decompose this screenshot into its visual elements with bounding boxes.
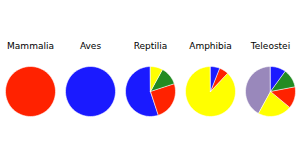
svg-text:Reptilia: Reptilia: [134, 41, 168, 51]
svg-text:Aves: Aves: [80, 41, 101, 51]
svg-text:Teleostei: Teleostei: [250, 41, 290, 51]
svg-text:Mammalia: Mammalia: [7, 41, 54, 51]
svg-text:Amphibia: Amphibia: [189, 41, 232, 51]
